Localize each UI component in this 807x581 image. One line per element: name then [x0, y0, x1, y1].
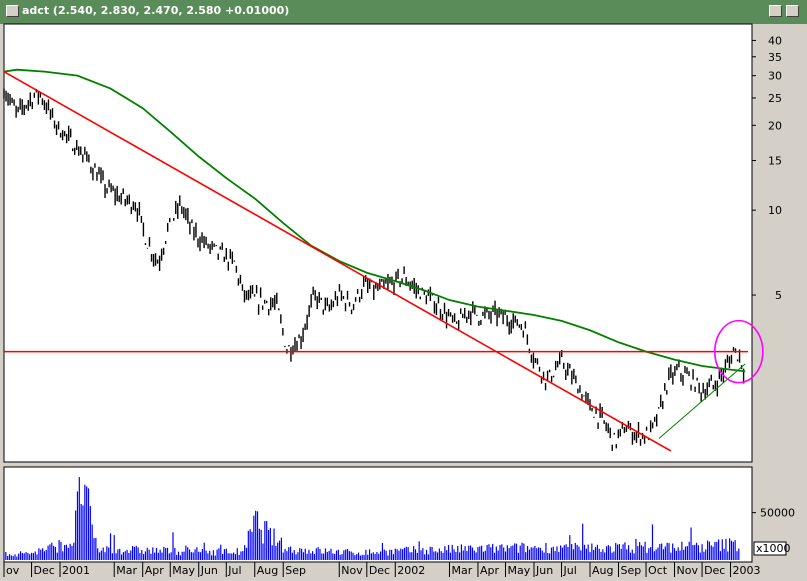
title-bar: adct (2.540, 2.830, 2.470, 2.580 +0.0100…	[0, 0, 807, 24]
month-label: Jun	[200, 564, 218, 577]
month-label: Oct	[648, 564, 668, 577]
month-label: Aug	[592, 564, 613, 577]
price-axis: 40 35 30 25 20 15 10 5	[752, 34, 782, 302]
month-label: Mar	[451, 564, 472, 577]
price-tick-label: 5	[775, 289, 782, 302]
trendline-downtrend	[3, 70, 672, 452]
price-tick-label: 35	[768, 51, 782, 64]
price-bars	[3, 88, 745, 451]
moving-average-line	[3, 68, 746, 373]
restore-button[interactable]	[769, 5, 782, 17]
month-label: Jul	[227, 564, 241, 577]
volume-tick-label: 50000	[760, 507, 795, 520]
highlight-circle	[714, 319, 764, 384]
price-tick-label: 25	[768, 92, 782, 105]
price-tick-label: 10	[768, 204, 782, 217]
price-tick-label: 15	[768, 155, 782, 168]
window-menu-icon[interactable]	[6, 5, 19, 17]
quote-readout: (2.540, 2.830, 2.470, 2.580 +0.01000)	[52, 4, 290, 17]
month-label: 2001	[62, 564, 90, 577]
indicator-lines	[3, 68, 764, 452]
volume-pane	[3, 466, 753, 563]
month-label: 2003	[733, 564, 761, 577]
month-label: Jul	[563, 564, 577, 577]
month-label: Sep	[620, 564, 641, 577]
month-label: Sep	[285, 564, 306, 577]
price-pane	[3, 23, 753, 463]
month-label: Apr	[145, 564, 165, 577]
month-label: Apr	[480, 564, 500, 577]
time-axis: ov Dec 2001 Mar Apr May Jun Jul Aug Sep Nov Dec 2002…	[3, 562, 761, 577]
month-label: 2002	[397, 564, 425, 577]
month-label: Nov	[677, 564, 699, 577]
close-button[interactable]	[786, 5, 799, 17]
month-label: Dec	[369, 564, 390, 577]
volume-multiplier-box	[753, 541, 787, 556]
month-label: Nov	[341, 564, 363, 577]
month-label: May	[172, 564, 195, 577]
symbol-name: adct	[22, 4, 50, 17]
volume-axis: 50000 x1000	[752, 507, 795, 556]
month-label: Jun	[535, 564, 553, 577]
volume-multiplier: x1000	[756, 542, 791, 555]
price-tick-label: 40	[768, 34, 782, 47]
month-label: Dec	[704, 564, 725, 577]
volume-bars	[3, 477, 740, 560]
month-label: Dec	[34, 564, 55, 577]
price-tick-label: 30	[768, 70, 782, 83]
month-label: May	[508, 564, 531, 577]
price-tick-label: 20	[768, 119, 782, 132]
month-label: Mar	[116, 564, 137, 577]
month-label: ov	[6, 564, 20, 577]
window-title: adct (2.540, 2.830, 2.470, 2.580 +0.0100…	[22, 4, 289, 17]
trendline-uptrend	[658, 363, 746, 439]
month-label: Aug	[257, 564, 278, 577]
